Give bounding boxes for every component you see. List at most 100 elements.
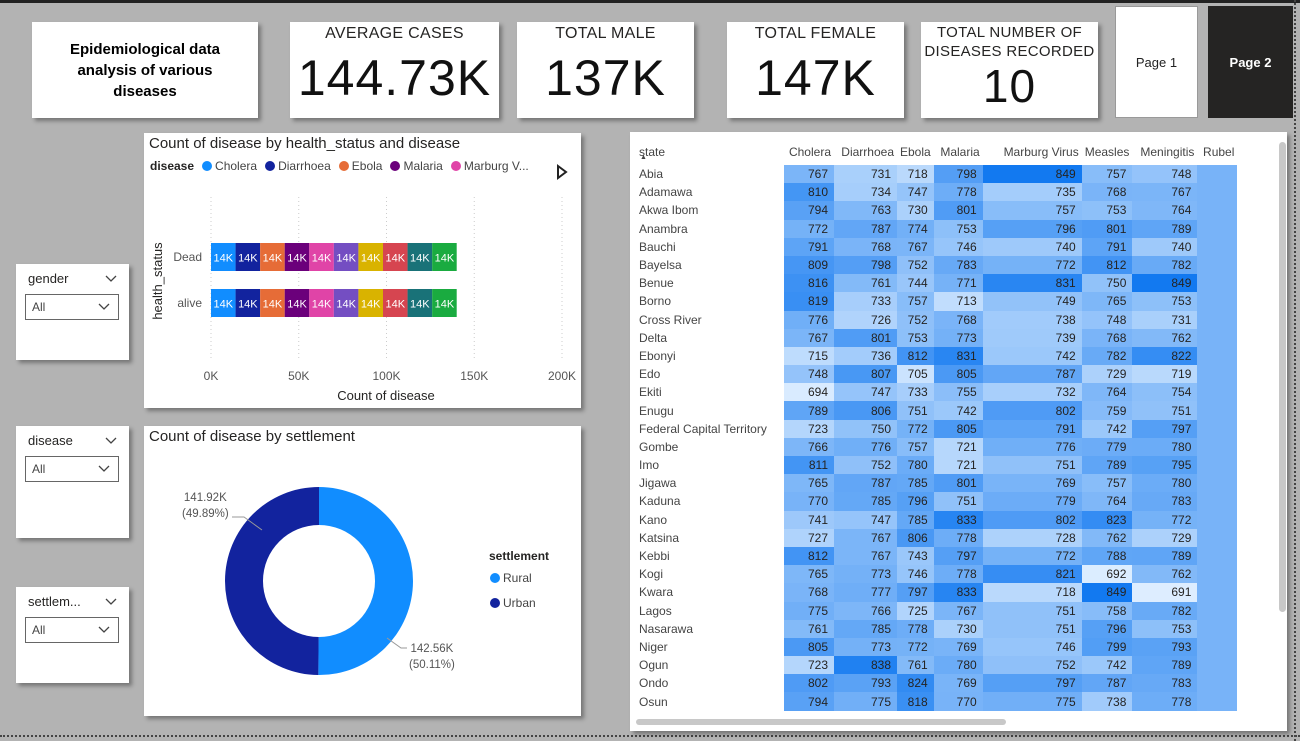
value-cell: 766: [834, 601, 897, 620]
vertical-scrollbar[interactable]: [1279, 142, 1286, 612]
disease-column-header[interactable]: Diarrhoea: [841, 144, 894, 159]
value-cell: [1197, 165, 1238, 184]
value-cell: 740: [1132, 237, 1198, 256]
value-cell: 777: [834, 583, 897, 602]
table-row: Bayelsa 809 798 752 783 772 812 782: [636, 255, 1238, 275]
value-cell: 776: [834, 437, 897, 456]
value-cell: 718: [982, 583, 1082, 602]
disease-column-header[interactable]: Malaria: [940, 144, 980, 159]
page-1-button[interactable]: Page 1: [1115, 6, 1198, 118]
value-cell: 751: [933, 492, 983, 511]
value-cell: 772: [897, 637, 934, 657]
value-cell: 788: [1081, 546, 1133, 566]
legend-item-urban[interactable]: Urban: [490, 596, 536, 610]
table-row: Ekiti 694 747 733 755 732 764 754: [636, 383, 1238, 402]
horizontal-scrollbar[interactable]: [636, 719, 1006, 725]
legend-item-malaria[interactable]: Malaria: [390, 159, 443, 173]
value-cell: 751: [982, 601, 1082, 620]
kpi-value: 137K: [545, 50, 666, 106]
value-cell: 833: [933, 510, 983, 529]
chevron-down-icon: [98, 303, 110, 310]
value-cell: 734: [834, 183, 897, 202]
value-cell: 779: [1081, 437, 1133, 456]
bar-segment: [407, 289, 433, 317]
value-cell: 767: [897, 237, 934, 256]
page-2-button[interactable]: Page 2: [1208, 6, 1293, 118]
value-cell: 761: [784, 619, 834, 638]
disease-dropdown[interactable]: All: [25, 456, 119, 482]
legend-dot: [450, 161, 461, 171]
sort-ascending-icon[interactable]: ▲: [640, 154, 647, 161]
legend-item-rural[interactable]: Rural: [490, 571, 532, 585]
value-cell: 799: [1081, 637, 1133, 657]
bar-segment: [432, 243, 457, 271]
value-cell: 797: [982, 674, 1082, 693]
chevron-down-icon[interactable]: [105, 275, 117, 283]
bar-segment: [260, 289, 285, 317]
value-cell: 785: [834, 492, 897, 511]
disease-column-header[interactable]: Marburg Virus: [1003, 144, 1079, 159]
value-cell: [1197, 656, 1238, 675]
state-column-header[interactable]: state: [639, 144, 666, 159]
gender-dropdown[interactable]: All: [25, 294, 119, 320]
value-cell: 759: [1081, 401, 1133, 420]
value-cell: 748: [1132, 165, 1198, 184]
value-cell: 755: [933, 383, 983, 402]
value-cell: 806: [834, 401, 897, 420]
value-cell: 764: [1081, 492, 1133, 511]
value-cell: 776: [982, 437, 1082, 456]
disease-column-header[interactable]: Rubel: [1203, 144, 1235, 159]
table-row: Kogi 765 773 746 778 821 692 762: [636, 565, 1238, 584]
value-cell: 767: [933, 601, 983, 620]
table-row: Ondo 802 793 824 769 797 787 783: [636, 674, 1238, 693]
disease-column-header[interactable]: Cholera: [788, 144, 831, 159]
kpi-total-female: TOTAL FEMALE 147K: [727, 22, 904, 118]
state-cell: Delta: [636, 328, 784, 347]
table-row: Edo 748 807 705 805 787 729 719: [636, 365, 1238, 384]
value-cell: [1197, 674, 1238, 693]
value-cell: 772: [784, 219, 834, 238]
value-cell: [1197, 274, 1238, 293]
chevron-down-icon[interactable]: [105, 437, 117, 445]
value-cell: 780: [897, 456, 934, 475]
legend-item-diarrhoea[interactable]: Diarrhoea: [265, 159, 331, 173]
legend-item-cholera[interactable]: Cholera: [202, 159, 257, 173]
table-row: Borno 819 733 757 713 749 765 753: [636, 292, 1238, 311]
bar-segment: [432, 289, 457, 317]
kpi-total-diseases: TOTAL NUMBER OF DISEASES RECORDED 10: [921, 22, 1098, 118]
value-cell: 772: [1132, 510, 1198, 529]
bar-segment: [358, 289, 383, 317]
bar-segment: [211, 289, 236, 317]
value-cell: 802: [982, 510, 1082, 529]
value-cell: 773: [834, 637, 897, 657]
value-cell: [1197, 365, 1238, 384]
gender-slicer: gender All: [16, 264, 129, 360]
chart-title: Count of disease by settlement: [149, 428, 355, 445]
value-cell: [1197, 601, 1238, 620]
legend-title: disease: [150, 159, 195, 173]
bar-data-label: 14K: [385, 253, 405, 265]
value-cell: 733: [897, 383, 934, 402]
value-cell: 806: [897, 528, 934, 547]
value-cell: 771: [933, 274, 983, 293]
legend-item-ebola[interactable]: Ebola: [338, 159, 382, 173]
disease-column-header[interactable]: Meningitis: [1140, 144, 1195, 159]
canvas-border-bottom: [0, 735, 1300, 737]
disease-column-header[interactable]: Measles: [1084, 144, 1130, 159]
kpi-value: 10: [982, 60, 1037, 112]
legend-item-marburg[interactable]: Marburg V...: [450, 159, 529, 173]
value-cell: 752: [834, 456, 897, 475]
legend-next-icon[interactable]: [555, 164, 569, 180]
value-cell: 791: [982, 419, 1082, 438]
value-cell: 746: [897, 565, 934, 584]
value-cell: 816: [784, 274, 834, 293]
value-cell: 838: [834, 656, 897, 675]
table-row: Bauchi 791 768 767 746 740 791 740: [636, 237, 1238, 256]
legend-label: Malaria: [403, 159, 443, 173]
disease-column-header[interactable]: Ebola: [900, 144, 931, 159]
settlement-dropdown[interactable]: All: [25, 617, 119, 643]
donut-slice: [225, 487, 319, 675]
chevron-down-icon[interactable]: [105, 598, 117, 606]
value-cell: 772: [982, 255, 1082, 275]
disease-slicer: disease All: [16, 426, 129, 538]
